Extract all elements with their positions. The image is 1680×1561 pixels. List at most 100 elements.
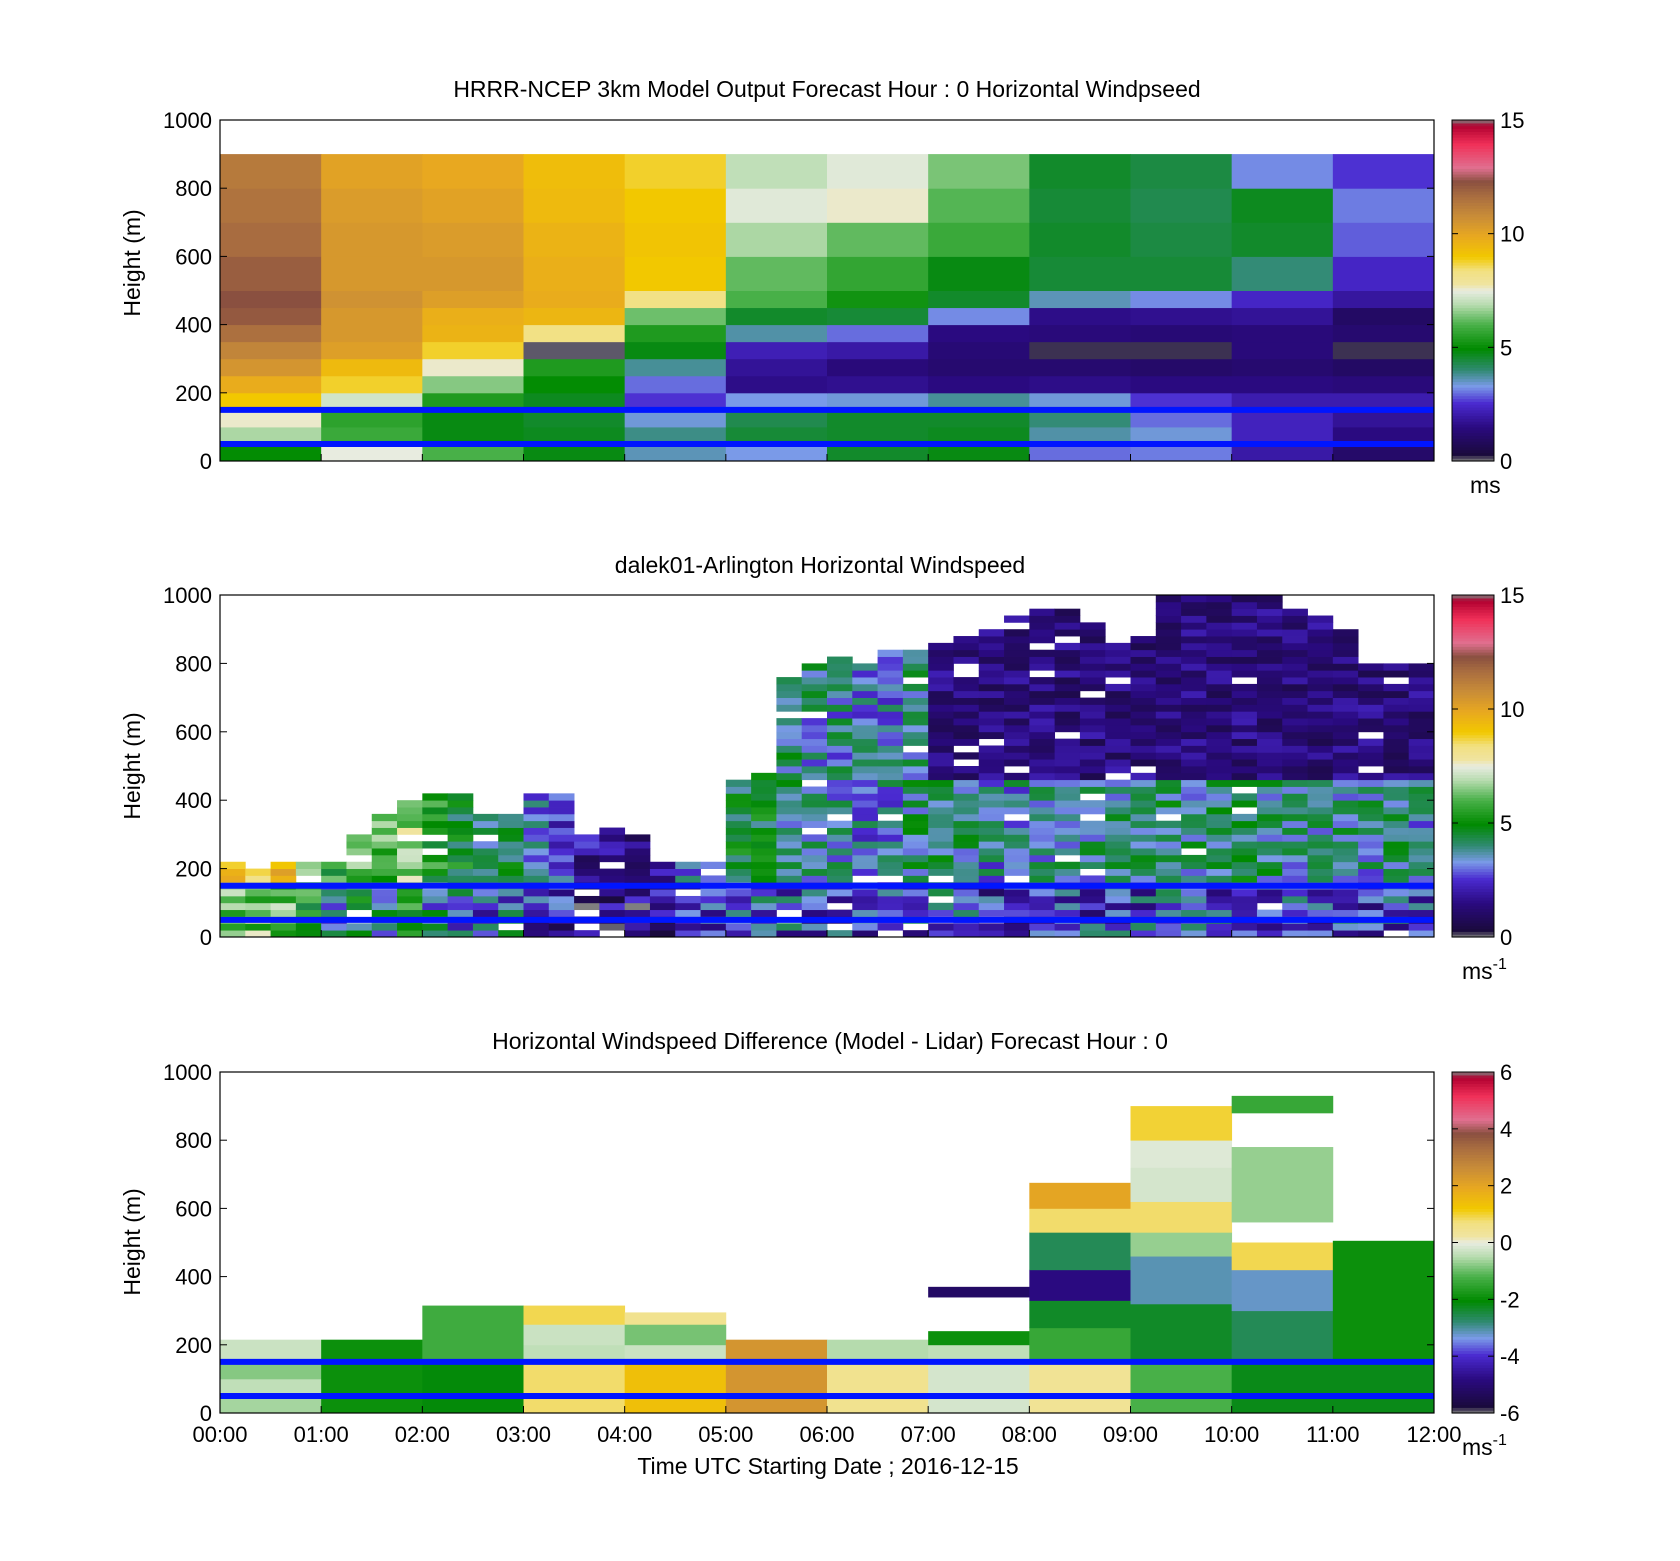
heatmap-cell bbox=[1079, 800, 1106, 808]
heatmap-cell bbox=[953, 868, 980, 876]
colorbar-swatch bbox=[1452, 1330, 1494, 1335]
heatmap-cell bbox=[1307, 629, 1334, 637]
heatmap-cell bbox=[801, 772, 828, 781]
colorbar-swatch bbox=[1452, 443, 1494, 448]
heatmap-cell bbox=[1054, 902, 1081, 911]
colorbar-swatch bbox=[1452, 387, 1494, 391]
heatmap-cell bbox=[1029, 375, 1131, 394]
heatmap-cell bbox=[1206, 889, 1233, 897]
heatmap-cell bbox=[1408, 861, 1435, 869]
heatmap-cell bbox=[1408, 807, 1435, 815]
heatmap-cell bbox=[978, 683, 1005, 692]
colorbar-tick-label: 4 bbox=[1500, 1117, 1512, 1142]
heatmap-cell bbox=[928, 752, 954, 760]
heatmap-cell bbox=[1105, 656, 1131, 664]
heatmap-cell bbox=[1307, 731, 1334, 740]
heatmap-cell bbox=[498, 820, 524, 828]
heatmap-cell bbox=[928, 786, 954, 794]
heatmap-cell bbox=[1029, 861, 1056, 869]
colorbar-swatch bbox=[1452, 202, 1494, 206]
ytick-label: 200 bbox=[175, 857, 212, 882]
heatmap-cell bbox=[1383, 745, 1410, 753]
heatmap-cell bbox=[902, 697, 929, 705]
heatmap-cell bbox=[548, 875, 575, 883]
heatmap-cell bbox=[1130, 820, 1157, 828]
heatmap-cell bbox=[1282, 841, 1308, 849]
colorbar-swatch bbox=[1452, 1208, 1494, 1212]
colorbar-swatch bbox=[1452, 452, 1494, 456]
heatmap-cell bbox=[574, 848, 600, 856]
panel-1-overlay-lines bbox=[220, 406, 1434, 447]
heatmap-cell bbox=[776, 923, 803, 931]
colorbar-swatch bbox=[1452, 1299, 1494, 1303]
heatmap-cell bbox=[1332, 807, 1359, 815]
colorbar-swatch bbox=[1452, 370, 1494, 374]
heatmap-cell bbox=[1307, 902, 1334, 911]
heatmap-cell bbox=[751, 793, 777, 801]
heatmap-cell bbox=[1029, 629, 1056, 637]
heatmap-cell bbox=[422, 154, 524, 189]
heatmap-cell bbox=[624, 861, 651, 869]
colorbar-swatch bbox=[1452, 193, 1494, 198]
heatmap-cell bbox=[523, 827, 550, 835]
colorbar-swatch bbox=[1452, 1157, 1494, 1161]
heatmap-cell bbox=[1256, 615, 1283, 623]
heatmap-cell bbox=[827, 670, 853, 678]
heatmap-cell bbox=[1231, 622, 1258, 630]
heatmap-cell bbox=[472, 930, 499, 938]
heatmap-cell bbox=[1004, 642, 1030, 651]
colorbar-swatch bbox=[1452, 267, 1494, 272]
heatmap-cell bbox=[776, 704, 803, 712]
heatmap-cell bbox=[1029, 841, 1056, 849]
heatmap-cell bbox=[953, 875, 980, 883]
ytick-label: 1000 bbox=[163, 1060, 212, 1085]
heatmap-cell bbox=[1155, 841, 1182, 849]
colorbar-swatch bbox=[1452, 264, 1494, 269]
heatmap-cell bbox=[1332, 409, 1435, 428]
colorbar-swatch bbox=[1452, 435, 1494, 439]
heatmap-cell bbox=[953, 841, 980, 849]
colorbar-swatch bbox=[1452, 426, 1494, 431]
heatmap-cell bbox=[1130, 834, 1157, 842]
heatmap-cell bbox=[1054, 752, 1081, 760]
ytick-label: 200 bbox=[175, 381, 212, 406]
heatmap-cell bbox=[321, 895, 347, 904]
heatmap-cell bbox=[1256, 622, 1283, 630]
heatmap-cell bbox=[1383, 663, 1410, 671]
colorbar-swatch bbox=[1452, 1393, 1494, 1397]
heatmap-cell bbox=[827, 154, 929, 189]
heatmap-cell bbox=[1054, 909, 1081, 917]
heatmap-cell bbox=[1332, 861, 1359, 869]
colorbar-swatch bbox=[1452, 797, 1494, 801]
heatmap-cell bbox=[675, 930, 701, 938]
heatmap-cell bbox=[1130, 800, 1157, 808]
heatmap-cell bbox=[725, 820, 752, 828]
heatmap-cell bbox=[675, 895, 701, 904]
heatmap-cell bbox=[1358, 889, 1384, 897]
colorbar-swatch bbox=[1452, 1239, 1494, 1244]
heatmap-cell bbox=[1105, 923, 1131, 931]
heatmap-cell bbox=[548, 841, 575, 849]
colorbar-swatch bbox=[1452, 840, 1494, 844]
heatmap-cell bbox=[1105, 807, 1131, 815]
colorbar-swatch bbox=[1452, 316, 1494, 320]
heatmap-cell bbox=[953, 909, 980, 917]
heatmap-cell bbox=[1332, 642, 1359, 651]
heatmap-cell bbox=[346, 895, 373, 904]
heatmap-cell bbox=[1105, 861, 1131, 869]
colorbar-swatch bbox=[1452, 680, 1494, 684]
heatmap-cell bbox=[624, 1344, 727, 1363]
colorbar-swatch bbox=[1452, 652, 1494, 656]
heatmap-cell bbox=[321, 902, 347, 911]
heatmap-cell bbox=[1079, 841, 1106, 849]
colorbar-swatch bbox=[1452, 358, 1494, 363]
heatmap-cell bbox=[1206, 875, 1233, 883]
heatmap-cell bbox=[877, 820, 904, 828]
heatmap-cell bbox=[1079, 827, 1106, 835]
heatmap-cell bbox=[801, 683, 828, 692]
colorbar-swatch bbox=[1452, 1072, 1494, 1076]
heatmap-cell bbox=[725, 807, 752, 815]
heatmap-cell bbox=[447, 930, 474, 938]
heatmap-cell bbox=[1358, 820, 1384, 828]
